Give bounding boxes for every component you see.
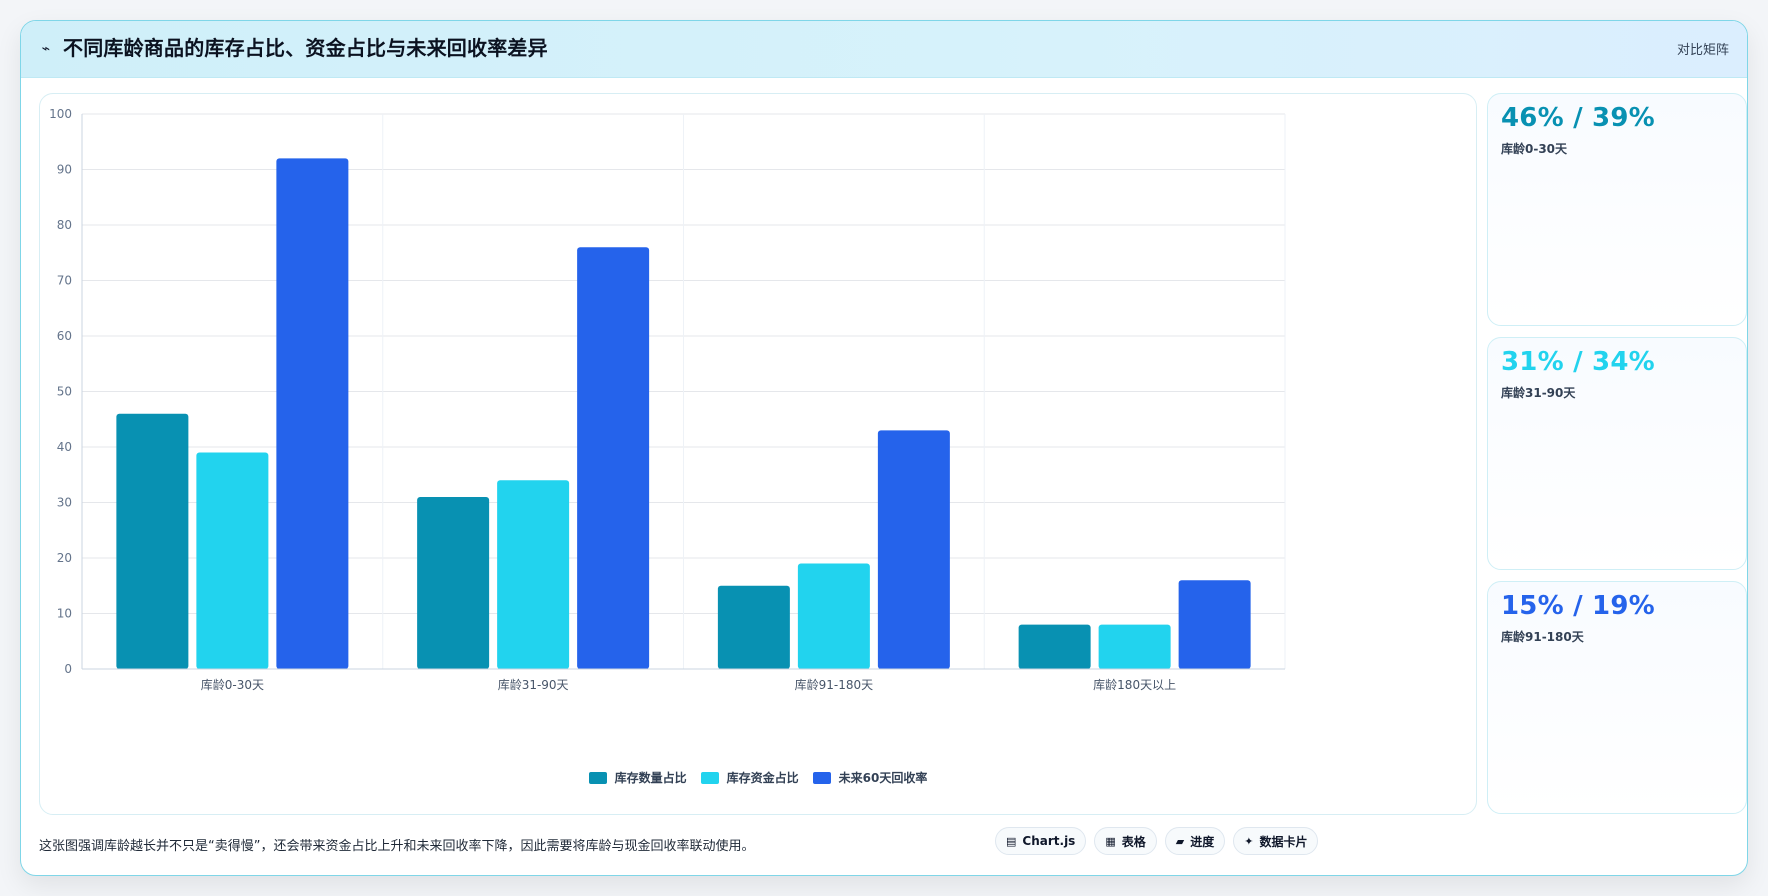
y-tick-100: 100 — [49, 107, 72, 121]
x-tick-4: 库龄180天以上 — [1093, 677, 1176, 692]
legend-label-series-2: 库存资金占比 — [726, 771, 799, 785]
pill-progress-label: 进度 — [1190, 834, 1215, 849]
bar-2-series-2[interactable] — [497, 480, 570, 669]
x-tick-2: 库龄31-90天 — [498, 677, 569, 692]
bar-1-series-1[interactable] — [116, 413, 189, 669]
y-tick-80: 80 — [57, 218, 72, 232]
y-tick-60: 60 — [57, 329, 72, 343]
header-tag: 对比矩阵 — [1676, 43, 1729, 58]
legend-swatch-series-3 — [812, 771, 831, 784]
bar-1-series-3[interactable] — [276, 158, 349, 669]
stat-label-1: 库龄0-30天 — [1501, 142, 1568, 156]
pill-chartjs[interactable]: ▤ Chart.js — [995, 827, 1087, 855]
x-tick-1: 库龄0-30天 — [201, 677, 264, 692]
sparkle-icon: ✦ — [1244, 834, 1254, 848]
pill-chartjs-label: Chart.js — [1022, 834, 1076, 848]
pill-data-cards[interactable]: ✦ 数据卡片 — [1233, 827, 1319, 855]
stat-card-1: 46% / 39% 库龄0-30天 — [1487, 93, 1747, 326]
bar-2-series-3[interactable] — [577, 247, 650, 669]
x-tick-3: 库龄91-180天 — [795, 677, 874, 692]
legend-swatch-series-1 — [588, 771, 607, 784]
y-tick-10: 10 — [57, 607, 72, 621]
footer-pills: ▤ Chart.js ▦ 表格 ▰ 进度 ✦ 数据卡片 — [995, 827, 1319, 855]
pill-progress[interactable]: ▰ 进度 — [1164, 827, 1226, 855]
title-wrap: ⌁ 不同库龄商品的库存占比、资金占比与未来回收率差异 — [39, 37, 548, 59]
pill-table-label: 表格 — [1121, 834, 1146, 849]
y-tick-50: 50 — [57, 385, 72, 399]
bar-4-series-3[interactable] — [1178, 580, 1251, 669]
y-tick-0: 0 — [64, 662, 72, 676]
page-title: 不同库龄商品的库存占比、资金占比与未来回收率差异 — [63, 36, 548, 60]
side-cards: 46% / 39% 库龄0-30天 31% / 34% 库龄31-90天 15%… — [1487, 93, 1747, 814]
bar-1-series-2[interactable] — [196, 452, 269, 669]
bar-2-series-1[interactable] — [417, 496, 490, 669]
chart-card: ⌁ 不同库龄商品的库存占比、资金占比与未来回收率差异 对比矩阵 0 10 20 30 4… — [20, 20, 1748, 876]
stat-value-2: 31% / 34% — [1501, 347, 1655, 377]
stat-value-3: 15% / 19% — [1501, 591, 1655, 621]
stat-value-1: 46% / 39% — [1501, 103, 1655, 133]
y-tick-90: 90 — [57, 163, 72, 177]
y-tick-70: 70 — [57, 274, 72, 288]
bolt-icon: ⌁ — [41, 41, 51, 57]
legend-label-series-3: 未来60天回收率 — [838, 771, 928, 785]
y-tick-30: 30 — [57, 496, 72, 510]
bar-chart: 0 10 20 30 40 50 60 70 80 90 100 库龄0-30天 库龄31-90天 库龄9… — [49, 107, 1286, 692]
footer-note: 这张图强调库龄越长并不只是“卖得慢”，还会带来资金占比上升和未来回收率下降，因此… — [39, 839, 755, 854]
stat-card-3: 15% / 19% 库龄91-180天 — [1487, 581, 1747, 814]
stat-label-2: 库龄31-90天 — [1501, 386, 1576, 400]
progress-icon: ▰ — [1175, 834, 1185, 848]
stat-card-2: 31% / 34% 库龄31-90天 — [1487, 337, 1747, 570]
legend-item-series-2: 库存资金占比 — [700, 769, 799, 786]
chart-legend: 库存数量占比 库存资金占比 未来60天回收率 — [40, 769, 1476, 786]
stat-label-3: 库龄91-180天 — [1501, 630, 1584, 644]
legend-label-series-1: 库存数量占比 — [614, 771, 687, 785]
legend-swatch-series-2 — [700, 771, 719, 784]
pill-data-cards-label: 数据卡片 — [1259, 834, 1308, 849]
chart-panel: 0 10 20 30 40 50 60 70 80 90 100 库龄0-30天 库龄31-90天 库龄9… — [39, 93, 1477, 815]
bar-3-series-2[interactable] — [797, 563, 870, 669]
bar-4-series-2[interactable] — [1098, 624, 1171, 669]
y-tick-20: 20 — [57, 551, 72, 565]
card-header: ⌁ 不同库龄商品的库存占比、资金占比与未来回收率差异 对比矩阵 — [21, 21, 1747, 78]
bar-3-series-3[interactable] — [877, 430, 950, 669]
bar-3-series-1[interactable] — [717, 585, 790, 669]
legend-item-series-3: 未来60天回收率 — [812, 769, 928, 786]
y-tick-40: 40 — [57, 440, 72, 454]
chart-icon: ▤ — [1006, 834, 1017, 848]
table-icon: ▦ — [1105, 834, 1116, 848]
pill-table[interactable]: ▦ 表格 — [1094, 827, 1157, 855]
bar-4-series-1[interactable] — [1018, 624, 1091, 669]
legend-item-series-1: 库存数量占比 — [588, 769, 687, 786]
